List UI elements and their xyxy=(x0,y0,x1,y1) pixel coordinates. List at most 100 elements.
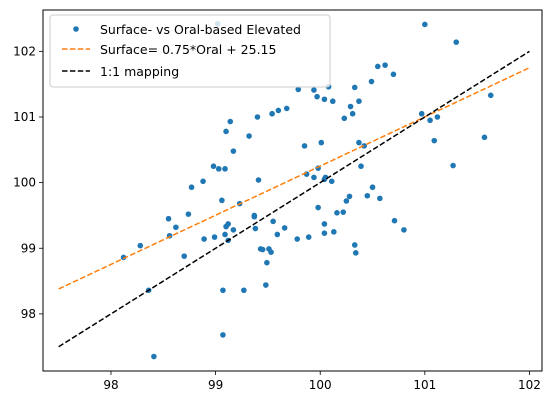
data-point xyxy=(165,215,172,222)
data-point xyxy=(274,231,281,238)
legend-item-scatter: Surface- vs Oral-based Elevated xyxy=(73,22,301,37)
data-point xyxy=(481,134,488,141)
data-point xyxy=(230,148,237,154)
data-point xyxy=(220,287,226,294)
data-point xyxy=(427,117,433,124)
data-point xyxy=(352,250,359,256)
data-point xyxy=(151,353,157,360)
data-point xyxy=(215,166,222,172)
data-point xyxy=(251,212,258,219)
data-point xyxy=(275,107,282,114)
data-point xyxy=(188,184,195,191)
data-point xyxy=(487,92,494,99)
series-layer xyxy=(58,20,530,360)
data-point xyxy=(318,139,325,146)
legend-item-identity-line: 1:1 mapping xyxy=(62,64,179,79)
data-point xyxy=(346,193,353,200)
data-point xyxy=(200,178,206,185)
legend-label-scatter: Surface- vs Oral-based Elevated xyxy=(100,22,301,37)
data-point xyxy=(269,110,275,117)
data-point xyxy=(201,236,207,242)
legend-item-fit-line: Surface= 0.75*Oral + 25.15 xyxy=(62,42,276,57)
x-tick-label: 101 xyxy=(413,378,436,392)
data-point xyxy=(321,230,328,236)
data-point xyxy=(450,162,456,169)
data-point xyxy=(453,39,460,45)
data-point xyxy=(219,197,225,204)
data-point xyxy=(211,234,218,240)
y-axis: 98 99 100 101 102 xyxy=(13,44,43,321)
data-point xyxy=(315,204,321,211)
data-point xyxy=(361,143,367,149)
data-point xyxy=(347,103,354,110)
data-point xyxy=(266,246,272,252)
y-tick-label: 101 xyxy=(13,110,36,124)
data-point xyxy=(358,163,364,170)
x-tick-label: 99 xyxy=(208,378,223,392)
x-tick-label: 102 xyxy=(518,378,541,392)
data-point xyxy=(401,227,407,233)
data-point xyxy=(246,133,252,139)
data-point xyxy=(283,105,290,112)
data-point xyxy=(181,253,188,259)
data-point xyxy=(377,195,383,202)
data-point xyxy=(227,118,234,125)
data-point xyxy=(255,177,262,183)
data-point xyxy=(223,223,229,230)
data-point xyxy=(331,229,337,235)
data-point xyxy=(334,210,340,216)
y-tick-label: 99 xyxy=(21,241,36,255)
data-point xyxy=(223,128,229,135)
data-point xyxy=(270,218,276,225)
data-point xyxy=(368,78,375,85)
data-point xyxy=(382,62,388,68)
data-point xyxy=(356,139,362,146)
data-point xyxy=(356,98,362,105)
data-point xyxy=(314,93,320,100)
data-point xyxy=(321,221,328,227)
data-point xyxy=(321,96,328,103)
data-point xyxy=(329,98,336,105)
data-point xyxy=(434,114,441,120)
data-point xyxy=(374,63,381,70)
data-point xyxy=(254,114,261,120)
y-tick-label: 98 xyxy=(21,307,36,321)
data-point xyxy=(230,227,237,233)
data-point xyxy=(391,217,398,224)
data-point xyxy=(220,332,226,338)
y-tick-label: 102 xyxy=(13,44,36,58)
data-point xyxy=(120,254,127,261)
data-point xyxy=(343,198,350,204)
data-point xyxy=(295,86,302,93)
data-point xyxy=(418,110,425,117)
data-point xyxy=(369,184,376,191)
data-point xyxy=(341,115,348,122)
data-point xyxy=(328,178,335,185)
data-point xyxy=(281,225,288,231)
legend-label-fit-line: Surface= 0.75*Oral + 25.15 xyxy=(100,42,276,57)
data-point xyxy=(311,174,317,181)
legend-label-identity-line: 1:1 mapping xyxy=(100,64,179,79)
data-point xyxy=(431,137,438,144)
data-point xyxy=(390,71,397,78)
data-point xyxy=(263,282,269,288)
data-point xyxy=(305,234,312,240)
data-point xyxy=(264,259,270,266)
x-tick-label: 98 xyxy=(103,378,118,392)
data-point xyxy=(311,87,317,93)
data-point xyxy=(349,110,356,117)
data-point xyxy=(364,192,371,199)
x-tick-label: 100 xyxy=(309,378,332,392)
x-axis: 98 99 100 101 102 xyxy=(103,371,541,392)
data-point xyxy=(301,143,308,149)
data-point xyxy=(351,84,358,91)
y-tick-label: 100 xyxy=(13,176,36,190)
data-point xyxy=(259,246,266,253)
data-point xyxy=(210,163,217,170)
data-point xyxy=(294,236,301,242)
data-point xyxy=(185,211,192,217)
legend-marker-scatter xyxy=(73,26,79,32)
data-point xyxy=(241,287,247,294)
data-point xyxy=(422,21,428,28)
